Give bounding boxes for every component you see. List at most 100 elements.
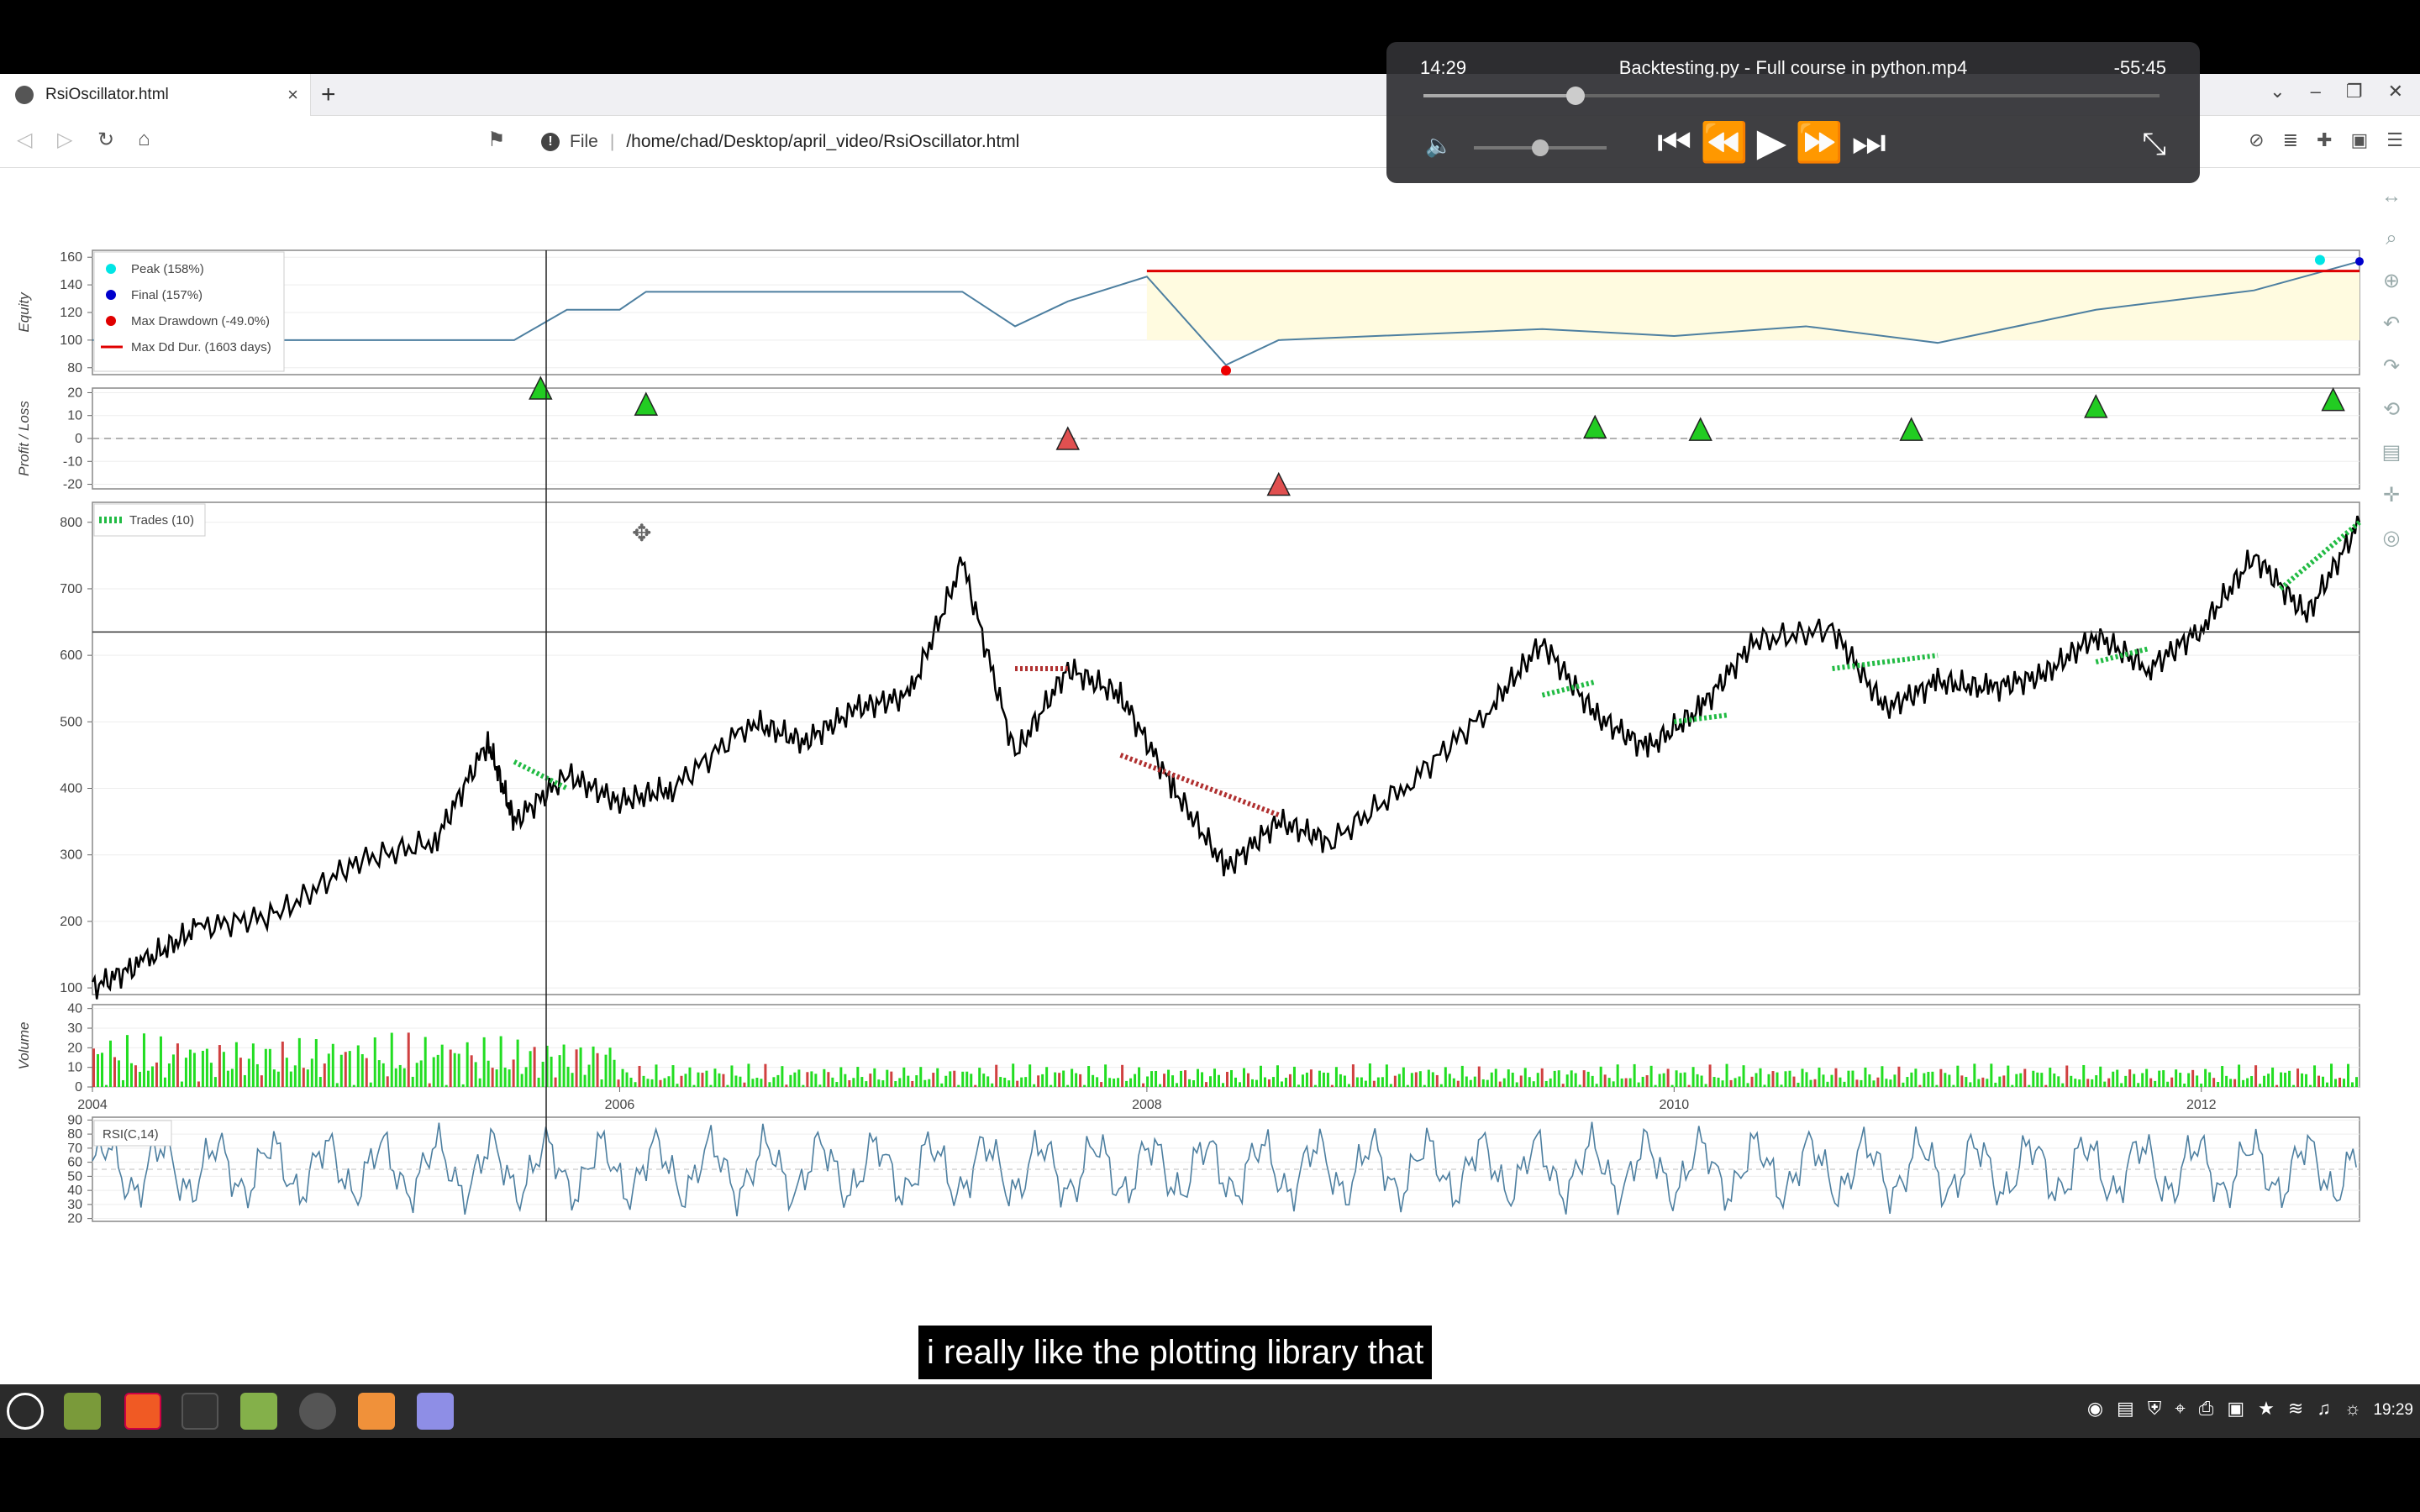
obs-tray-icon[interactable]: ◉ xyxy=(2086,1398,2104,1419)
clipboard-icon[interactable]: ▤ xyxy=(2117,1398,2134,1419)
wifi-icon[interactable]: ≋ xyxy=(2287,1398,2304,1419)
wheel-zoom-icon[interactable]: ⊕ xyxy=(2382,270,2401,292)
hover-icon[interactable]: ◎ xyxy=(2382,527,2401,549)
fast-forward-icon[interactable]: ⏩ xyxy=(1795,120,1843,164)
volume-bar xyxy=(1540,1068,1544,1087)
start-menu-icon[interactable] xyxy=(7,1393,44,1430)
crosshair-icon[interactable]: ✛ xyxy=(2382,484,2401,507)
volume-bar xyxy=(1780,1084,1783,1087)
volume-bar xyxy=(1138,1067,1141,1087)
volume-bar xyxy=(566,1066,570,1087)
volume-bar xyxy=(986,1076,990,1087)
printer-icon[interactable]: ⎙ xyxy=(2198,1398,2214,1419)
brave-rewards-icon[interactable]: ⊘ xyxy=(2249,129,2265,150)
volume-bar xyxy=(402,1068,406,1087)
sound-icon[interactable]: ♫ xyxy=(2317,1398,2331,1419)
volume-bar xyxy=(814,1074,818,1087)
files-icon[interactable] xyxy=(240,1393,277,1430)
location-icon[interactable]: ⌖ xyxy=(2175,1398,2186,1419)
volume-bar xyxy=(508,1069,511,1087)
text-editor-icon[interactable] xyxy=(417,1393,454,1430)
volume-handle[interactable] xyxy=(1532,139,1549,156)
volume-bar xyxy=(1318,1070,1321,1087)
home-icon[interactable]: ⌂ xyxy=(138,128,150,150)
chevron-down-icon[interactable]: ⌄ xyxy=(2270,81,2286,102)
minimize-icon[interactable]: – xyxy=(2310,81,2321,102)
collapse-icon[interactable]: ⤡ xyxy=(2142,126,2166,160)
update-icon[interactable]: ▣ xyxy=(2227,1398,2245,1419)
back-icon[interactable]: ◁ xyxy=(17,129,33,151)
volume-bar xyxy=(1641,1076,1644,1087)
volume-bar xyxy=(491,1068,494,1087)
volume-bar xyxy=(1834,1068,1838,1087)
show-desktop-icon[interactable] xyxy=(64,1393,101,1430)
rewind-icon[interactable]: ⏪ xyxy=(1700,120,1748,164)
redo-icon[interactable]: ↷ xyxy=(2382,355,2401,378)
seek-handle[interactable] xyxy=(1566,87,1586,105)
firefox-icon[interactable] xyxy=(358,1393,395,1430)
address-bar[interactable]: ! File | /home/chad/Desktop/april_video/… xyxy=(541,126,1019,158)
volume-bar xyxy=(1742,1065,1745,1087)
reset-icon[interactable]: ⟲ xyxy=(2382,398,2401,421)
maximize-icon[interactable]: ❐ xyxy=(2345,81,2363,102)
legend-entry: Max Dd Dur. (1603 days) xyxy=(131,340,271,354)
volume-bar xyxy=(138,1071,141,1087)
close-window-icon[interactable]: ✕ xyxy=(2387,81,2403,102)
wallet-icon[interactable]: ▣ xyxy=(2350,129,2369,150)
volume-bar xyxy=(1330,1084,1334,1087)
volume-bar xyxy=(184,1058,187,1087)
volume-slider[interactable] xyxy=(1474,139,1607,156)
volume-bar xyxy=(835,1082,839,1087)
volume-bar xyxy=(2246,1078,2249,1087)
close-tab-icon[interactable]: × xyxy=(287,84,298,105)
volume-bar xyxy=(642,1075,645,1087)
volume-bar xyxy=(1990,1063,1993,1087)
terminal-icon[interactable] xyxy=(182,1393,218,1430)
volume-bar xyxy=(1218,1074,1221,1087)
volume-bar xyxy=(1708,1064,1712,1087)
skip-forward-icon[interactable]: ⏭ xyxy=(1851,120,1886,164)
volume-icon[interactable]: 🔈 xyxy=(1425,133,1453,158)
info-icon[interactable]: ! xyxy=(541,133,560,151)
seek-bar[interactable] xyxy=(1423,87,2160,105)
volume-bar xyxy=(1339,1074,1342,1087)
forward-icon[interactable]: ▷ xyxy=(57,129,73,151)
volume-bar xyxy=(1360,1077,1363,1087)
volume-bar xyxy=(297,1037,301,1087)
brightness-icon[interactable]: ☼ xyxy=(2344,1398,2361,1419)
reader-mode-icon[interactable]: ≣ xyxy=(2282,129,2299,150)
bookmark-icon[interactable]: ⚑ xyxy=(487,129,506,151)
volume-bar xyxy=(1994,1082,1997,1087)
pan-icon[interactable]: ↔ xyxy=(2381,185,2402,207)
save-icon[interactable]: ▤ xyxy=(2381,441,2402,464)
volume-bar xyxy=(171,1054,175,1087)
volume-bar xyxy=(2028,1084,2031,1087)
menu-icon[interactable]: ☰ xyxy=(2386,129,2403,150)
brave-browser-icon[interactable] xyxy=(124,1393,161,1430)
play-icon[interactable]: ▶ xyxy=(1756,120,1787,164)
price-y-tick-label: 700 xyxy=(60,582,82,596)
volume-bar xyxy=(2212,1078,2216,1087)
volume-bar xyxy=(961,1071,965,1087)
tab-rsi-oscillator[interactable]: RsiOscillator.html × xyxy=(0,74,311,116)
zoom-icon[interactable]: ⌕ xyxy=(2386,227,2397,249)
reload-icon[interactable]: ↻ xyxy=(97,129,115,151)
volume-bar xyxy=(923,1079,927,1087)
drawdown-fill xyxy=(1146,270,2360,340)
volume-bar xyxy=(2040,1073,2044,1087)
skip-back-icon[interactable]: ⏮ xyxy=(1657,120,1692,164)
volume-bar xyxy=(928,1079,931,1087)
obs-icon[interactable] xyxy=(299,1393,336,1430)
volume-bar xyxy=(1578,1084,1581,1087)
volume-bar xyxy=(2322,1076,2325,1087)
shield-icon[interactable]: ⛨ xyxy=(2147,1398,2162,1419)
url-text[interactable]: /home/chad/Desktop/april_video/RsiOscill… xyxy=(626,132,1020,151)
volume-bar xyxy=(860,1077,864,1087)
trade-line xyxy=(2095,646,2149,664)
volume-bar xyxy=(772,1077,776,1087)
new-tab-button[interactable]: + xyxy=(321,81,336,108)
trade-marker-win xyxy=(1582,414,1607,439)
star-icon[interactable]: ★ xyxy=(2258,1398,2275,1419)
undo-icon[interactable]: ↶ xyxy=(2382,312,2401,335)
extensions-icon[interactable]: ✚ xyxy=(2317,129,2333,150)
